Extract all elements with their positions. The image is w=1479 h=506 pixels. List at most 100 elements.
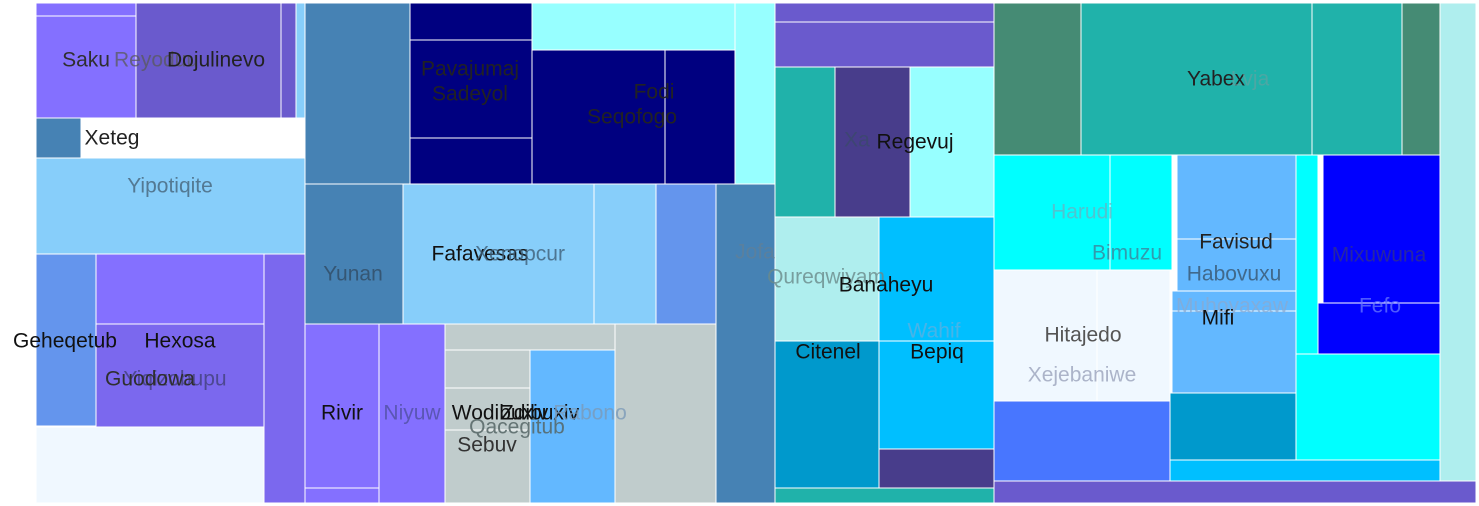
treemap-cell-unlabelled-3 xyxy=(280,2,297,119)
treemap-filler-9 xyxy=(304,487,380,504)
treemap-label-rivir: Rivir xyxy=(321,402,363,425)
treemap-cell-guodowa xyxy=(263,253,306,504)
treemap-label-wodibuxiv: Wodibuxiv xyxy=(452,402,549,425)
treemap-cell-sadeyol xyxy=(409,137,533,185)
treemap-label-fefo: Fefo xyxy=(1359,295,1401,318)
treemap-filler-2 xyxy=(409,2,533,41)
treemap-cell-qacegitub xyxy=(444,349,531,389)
cells-layer xyxy=(35,2,1477,504)
treemap-filler-7 xyxy=(444,323,617,351)
treemap-filler-21 xyxy=(1295,353,1441,461)
treemap-filler-22 xyxy=(1169,459,1441,482)
treemap-label-saku: Saku xyxy=(62,49,110,72)
treemap-label-favisud: Favisud xyxy=(1199,231,1273,254)
treemap-cell-regevuj xyxy=(834,66,911,218)
treemap-label-fodi: Fodi xyxy=(634,81,675,104)
treemap-label-lvja: Lvja xyxy=(1231,68,1270,91)
treemap-filler-11 xyxy=(774,21,995,68)
treemap-label-xa: Xa xyxy=(844,129,870,152)
treemap-label-mifi: Mifi xyxy=(1202,307,1235,330)
treemap-cell-saku xyxy=(35,15,137,119)
treemap-filler-12 xyxy=(909,66,995,218)
treemap-label-mixuwuna: Mixuwuna xyxy=(1332,244,1427,267)
treemap-label-banaheyu: Banaheyu xyxy=(839,274,934,297)
treemap-filler-19 xyxy=(1295,154,1319,355)
treemap-label-xejebaniwe: Xejebaniwe xyxy=(1028,364,1137,387)
treemap-label-harudi: Harudi xyxy=(1051,201,1113,224)
treemap-cell-unlabelled-11 xyxy=(35,426,265,504)
treemap-cell-banaheyu xyxy=(878,216,995,342)
treemap-cell-seqofogo xyxy=(664,49,736,185)
treemap-label-niyuw: Niyuw xyxy=(383,402,441,425)
treemap-filler-20 xyxy=(1169,392,1297,461)
treemap-cell-bimuzu xyxy=(1109,154,1173,271)
treemap-filler-1 xyxy=(304,2,411,185)
treemap-label-muhoyaxaw: Muhoyaxaw xyxy=(1176,295,1289,318)
treemap-cell-unlabelled-4 xyxy=(295,2,306,119)
treemap-cell-mifi xyxy=(1171,310,1297,394)
treemap-cell-xenopcur xyxy=(593,183,657,325)
treemap-cell-fefo xyxy=(1317,302,1441,355)
treemap-label-xenopcur: Xenopcur xyxy=(475,243,565,266)
treemap-filler-10 xyxy=(774,2,995,23)
treemap-cell-yabex xyxy=(1080,2,1313,156)
treemap-cell-favisud xyxy=(1176,154,1297,240)
treemap-cell-yunan xyxy=(304,183,404,325)
treemap-label-wahif: Wahif xyxy=(908,320,961,343)
treemap-label-qureqwiyam: Qureqwiyam xyxy=(767,266,885,289)
treemap-cell-rivir xyxy=(304,323,380,489)
treemap-label-yipotiqite: Yipotiqite xyxy=(127,175,213,198)
treemap-label-hexosa: Hexosa xyxy=(144,330,216,353)
treemap-cell-dojulinevo xyxy=(135,2,282,119)
treemap-cell-yiqizobupu xyxy=(95,323,265,428)
treemap-label-regevuj: Regevuj xyxy=(876,131,953,154)
treemap-filler-18 xyxy=(1439,2,1477,482)
treemap-label-habovuxu: Habovuxu xyxy=(1187,263,1282,286)
treemap-label-jofa: Jofa xyxy=(735,241,775,264)
treemap-filler-6 xyxy=(655,183,717,325)
treemap-label-yunan: Yunan xyxy=(323,263,383,286)
treemap-filler-4 xyxy=(734,2,776,185)
treemap-cell-fafavesas xyxy=(402,183,595,325)
treemap-cell-hexosa xyxy=(95,253,265,325)
treemap-filler-16 xyxy=(993,2,1082,156)
treemap-label-bepiq: Bepiq xyxy=(910,341,964,364)
treemap-label-bimuzu: Bimuzu xyxy=(1092,242,1162,265)
treemap-cell-xa xyxy=(774,66,836,218)
treemap-label-citenel: Citenel xyxy=(795,341,860,364)
treemap-cell-xeteg xyxy=(35,117,82,159)
treemap-cell-wodibuxiv xyxy=(444,387,531,431)
treemap-cell-yipotiqite xyxy=(35,157,306,255)
treemap-label-xeteg: Xeteg xyxy=(85,127,140,150)
treemap-cell-mixuwuna xyxy=(1322,154,1441,304)
treemap-cell-bepiq xyxy=(878,340,995,450)
treemap-label-yiqizobupu: Yiqizobupu xyxy=(123,368,226,391)
treemap-label-yabex: Yabex xyxy=(1187,68,1245,91)
treemap-label-dojulinevo: Dojulinevo xyxy=(167,49,265,72)
treemap-label-pavajumaj: Pavajumaj xyxy=(421,58,519,81)
treemap-cell-niyuw xyxy=(378,323,446,504)
treemap-label-geheqetub: Geheqetub xyxy=(13,330,117,353)
treemap-cell-unlabelled-27 xyxy=(614,323,717,504)
treemap-cell-jofa xyxy=(715,183,776,504)
treemap-label-guodowa: Guodowa xyxy=(105,368,195,391)
treemap-cell-qureqwiyam xyxy=(774,216,880,342)
treemap-filler-17 xyxy=(1401,2,1441,156)
treemap-label-qacegitub: Qacegitub xyxy=(469,416,565,439)
treemap-filler-23 xyxy=(993,400,1171,482)
treemap-filler-15 xyxy=(774,487,995,504)
treemap-filler-0 xyxy=(35,2,137,17)
treemap-cell-habovuxu xyxy=(1176,238,1297,292)
treemap-filler-14 xyxy=(878,448,995,489)
treemap-label-seqofogo: Seqofogo xyxy=(587,106,677,129)
treemap-filler-24 xyxy=(993,480,1477,504)
treemap-cell-xejebaniwe xyxy=(1096,269,1171,402)
treemap-label-zdibuxiv: Zdibuxiv xyxy=(501,402,580,425)
treemap-cell-sebuv xyxy=(444,429,531,504)
treemap-cell-geheqetub xyxy=(35,253,97,427)
treemap-label-sadeyol: Sadeyol xyxy=(432,83,508,106)
treemap-cell-rabono xyxy=(529,349,616,504)
